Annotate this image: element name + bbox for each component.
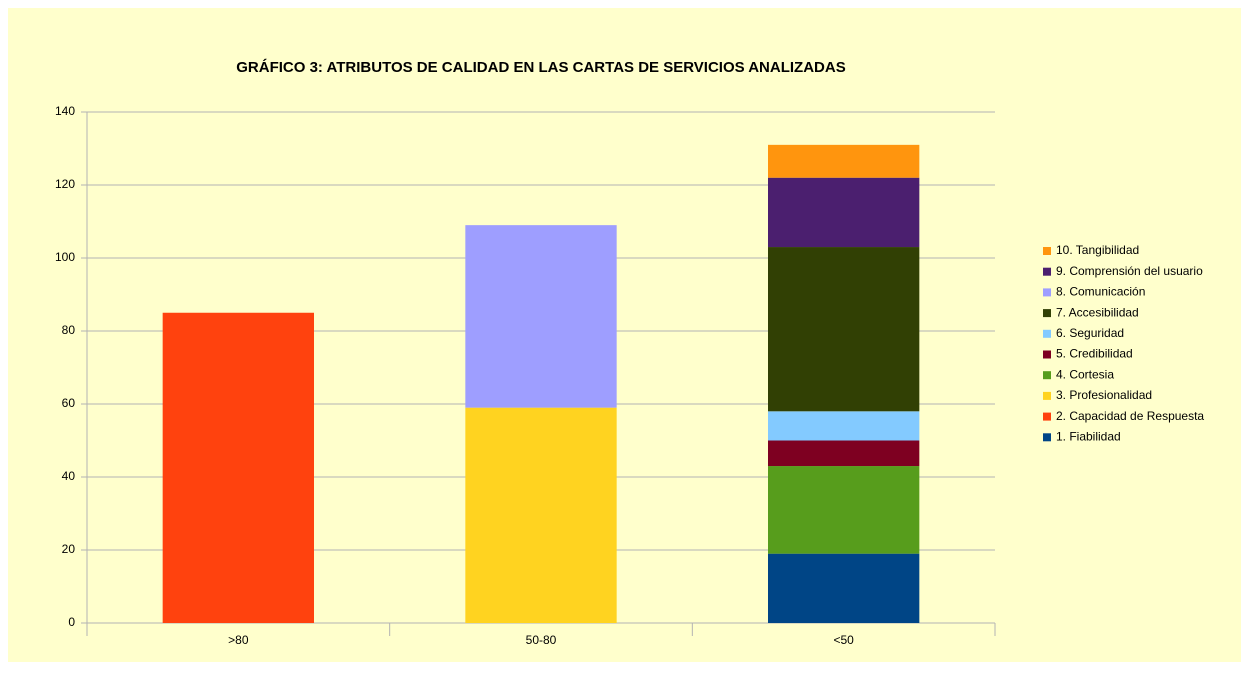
legend-swatch	[1043, 267, 1051, 276]
legend-swatch	[1043, 433, 1051, 442]
y-tick-label: 20	[62, 542, 76, 556]
x-tick-label: <50	[833, 633, 854, 647]
y-tick-label: 60	[62, 396, 76, 410]
y-tick-label: 0	[68, 615, 75, 629]
bar-segment	[768, 411, 920, 441]
legend-swatch	[1043, 288, 1051, 297]
y-tick-label: 140	[55, 104, 75, 118]
y-tick-label: 80	[62, 323, 76, 337]
legend-label: 1. Fiabilidad	[1056, 429, 1121, 443]
y-tick-label: 40	[62, 469, 76, 483]
legend-label: 10. Tangibilidad	[1056, 243, 1139, 257]
legend-label: 9. Comprensión del usuario	[1056, 264, 1203, 278]
legend-label: 8. Comunicación	[1056, 285, 1145, 299]
legend-label: 6. Seguridad	[1056, 326, 1124, 340]
legend-label: 7. Accesibilidad	[1056, 305, 1139, 319]
x-tick-label: >80	[228, 633, 249, 647]
legend-swatch	[1043, 391, 1051, 400]
legend-label: 4. Cortesia	[1056, 367, 1114, 381]
legend-swatch	[1043, 247, 1051, 255]
legend-label: 5. Credibilidad	[1056, 347, 1133, 361]
bar-segment	[768, 144, 920, 178]
bar-segment	[768, 247, 920, 412]
legend-swatch	[1043, 309, 1051, 318]
bar-segment	[465, 225, 617, 408]
x-tick-label: 50-80	[526, 633, 557, 647]
chart-title: GRÁFICO 3: ATRIBUTOS DE CALIDAD EN LAS C…	[236, 59, 845, 76]
bar-segment	[768, 466, 920, 554]
bar-segment	[768, 177, 920, 248]
legend-swatch	[1043, 329, 1051, 338]
legend-label: 3. Profesionalidad	[1056, 388, 1152, 402]
y-tick-label: 100	[55, 250, 75, 264]
bar-segment	[768, 440, 920, 467]
legend-swatch	[1043, 350, 1051, 359]
bar-segment	[465, 407, 617, 623]
y-tick-label: 120	[55, 177, 75, 191]
bar-segment	[768, 553, 920, 623]
bar-segment	[162, 312, 314, 623]
legend-swatch	[1043, 412, 1051, 421]
legend-label: 2. Capacidad de Respuesta	[1056, 409, 1204, 423]
legend-swatch	[1043, 371, 1051, 380]
